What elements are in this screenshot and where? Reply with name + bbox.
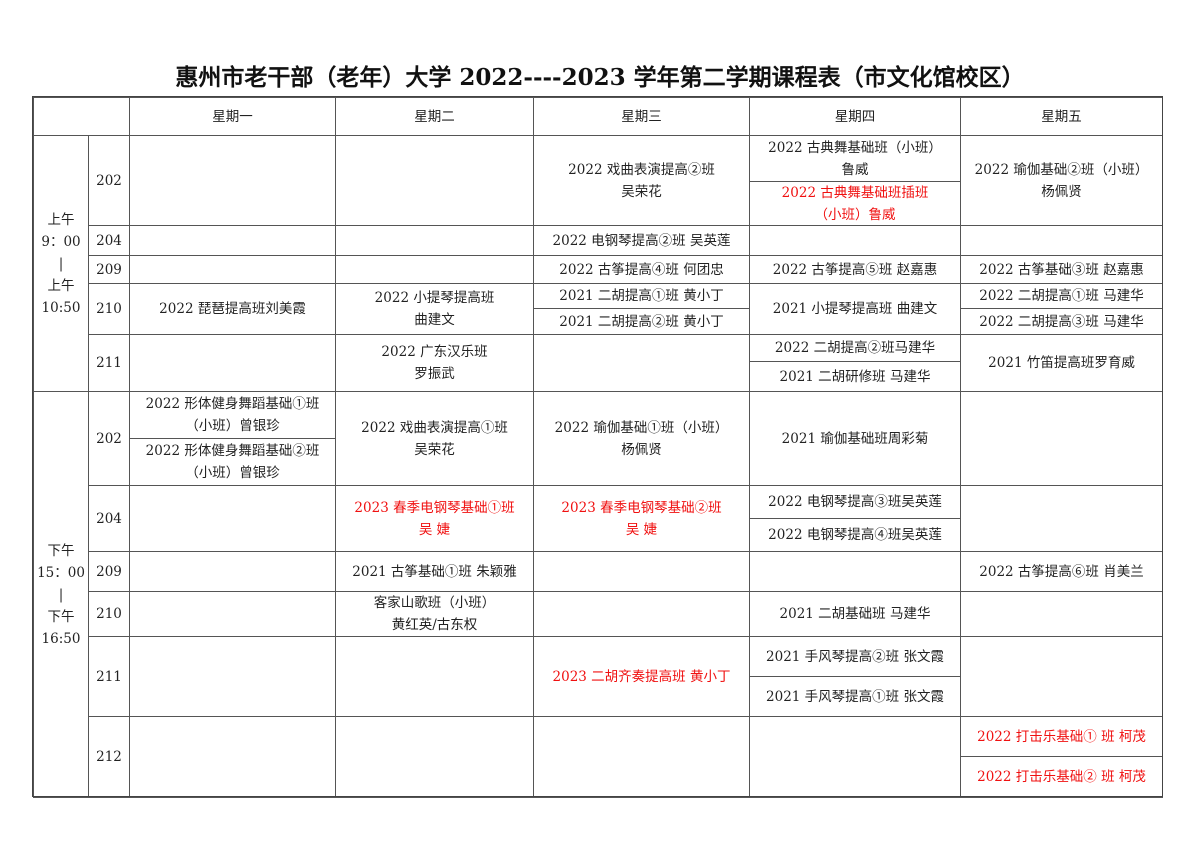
class-cell: 2022 电钢琴提高②班 吴英莲 bbox=[533, 225, 750, 256]
class-cell: 2022 古筝提高④班 何团忠 bbox=[533, 255, 750, 284]
empty-cell bbox=[129, 591, 336, 637]
class-cell: 2021 手风琴提高①班 张文霞 bbox=[749, 676, 961, 717]
day-header: 星期四 bbox=[749, 97, 961, 136]
class-cell: 2022 二胡提高②班马建华 bbox=[749, 334, 961, 362]
class-cell: 2022 戏曲表演提高②班 吴荣花 bbox=[533, 135, 750, 226]
class-cell: 2022 瑜伽基础②班（小班） 杨佩贤 bbox=[960, 135, 1163, 226]
class-cell: 2021 古筝基础①班 朱颖雅 bbox=[335, 551, 534, 592]
empty-cell bbox=[960, 636, 1163, 717]
class-cell: 2023 春季电钢琴基础②班 吴 婕 bbox=[533, 485, 750, 552]
empty-cell bbox=[335, 225, 534, 256]
empty-cell bbox=[749, 225, 961, 256]
day-header: 星期三 bbox=[533, 97, 750, 136]
class-cell: 客家山歌班（小班） 黄红英/古东权 bbox=[335, 591, 534, 637]
class-cell: 2022 瑜伽基础①班（小班） 杨佩贤 bbox=[533, 391, 750, 486]
empty-cell bbox=[960, 225, 1163, 256]
empty-cell bbox=[533, 716, 750, 798]
empty-cell bbox=[129, 716, 336, 798]
empty-cell bbox=[533, 591, 750, 637]
empty-cell bbox=[129, 551, 336, 592]
class-cell: 2023 春季电钢琴基础①班 吴 婕 bbox=[335, 485, 534, 552]
class-cell: 2022 形体健身舞蹈基础①班 （小班）曾银珍 bbox=[129, 391, 336, 439]
class-cell: 2021 二胡提高①班 黄小丁 bbox=[533, 283, 750, 309]
class-cell: 2021 二胡研修班 马建华 bbox=[749, 361, 961, 392]
empty-cell bbox=[533, 551, 750, 592]
class-cell: 2021 二胡基础班 马建华 bbox=[749, 591, 961, 637]
empty-cell bbox=[335, 255, 534, 284]
empty-cell bbox=[129, 135, 336, 226]
time-slot-afternoon: 下午 15：00 | 下午 16:50 bbox=[33, 391, 89, 798]
class-cell: 2021 二胡提高②班 黄小丁 bbox=[533, 308, 750, 335]
class-cell: 2021 手风琴提高②班 张文霞 bbox=[749, 636, 961, 677]
empty-cell bbox=[960, 391, 1163, 486]
empty-cell bbox=[533, 334, 750, 392]
empty-cell bbox=[129, 636, 336, 717]
empty-cell bbox=[960, 485, 1163, 552]
day-header: 星期五 bbox=[960, 97, 1163, 136]
room-label: 211 bbox=[88, 636, 130, 717]
header-corner bbox=[33, 97, 130, 136]
class-cell: 2022 古筝基础③班 赵嘉惠 bbox=[960, 255, 1163, 284]
empty-cell bbox=[335, 636, 534, 717]
empty-cell bbox=[749, 551, 961, 592]
room-label: 212 bbox=[88, 716, 130, 798]
day-header: 星期二 bbox=[335, 97, 534, 136]
class-cell: 2022 古典舞基础班插班 （小班）鲁威 bbox=[749, 181, 961, 226]
page-title: 惠州市老干部（老年）大学 2022----2023 学年第二学期课程表（市文化馆… bbox=[175, 64, 1025, 91]
day-header: 星期一 bbox=[129, 97, 336, 136]
empty-cell bbox=[129, 225, 336, 256]
class-cell: 2022 广东汉乐班 罗振武 bbox=[335, 334, 534, 392]
class-cell: 2021 小提琴提高班 曲建文 bbox=[749, 283, 961, 335]
class-cell: 2021 瑜伽基础班周彩菊 bbox=[749, 391, 961, 486]
class-cell: 2022 古筝提高⑤班 赵嘉惠 bbox=[749, 255, 961, 284]
room-label: 211 bbox=[88, 334, 130, 392]
room-label: 204 bbox=[88, 225, 130, 256]
class-cell: 2022 二胡提高③班 马建华 bbox=[960, 308, 1163, 335]
empty-cell bbox=[960, 591, 1163, 637]
room-label: 202 bbox=[88, 135, 130, 226]
class-cell: 2022 二胡提高①班 马建华 bbox=[960, 283, 1163, 309]
class-cell: 2022 电钢琴提高③班吴英莲 bbox=[749, 485, 961, 519]
class-cell: 2022 戏曲表演提高①班 吴荣花 bbox=[335, 391, 534, 486]
class-cell: 2022 琵琶提高班刘美霞 bbox=[129, 283, 336, 335]
class-cell: 2023 二胡齐奏提高班 黄小丁 bbox=[533, 636, 750, 717]
class-cell: 2022 形体健身舞蹈基础②班 （小班）曾银珍 bbox=[129, 438, 336, 486]
class-cell: 2022 古典舞基础班（小班） 鲁威 bbox=[749, 135, 961, 182]
class-cell: 2021 竹笛提高班罗育威 bbox=[960, 334, 1163, 392]
room-label: 210 bbox=[88, 591, 130, 637]
room-label: 204 bbox=[88, 485, 130, 552]
class-cell: 2022 小提琴提高班 曲建文 bbox=[335, 283, 534, 335]
room-label: 209 bbox=[88, 551, 130, 592]
empty-cell bbox=[129, 485, 336, 552]
empty-cell bbox=[749, 716, 961, 798]
empty-cell bbox=[335, 135, 534, 226]
empty-cell bbox=[129, 334, 336, 392]
room-label: 209 bbox=[88, 255, 130, 284]
class-cell: 2022 古筝提高⑥班 肖美兰 bbox=[960, 551, 1163, 592]
class-cell: 2022 打击乐基础① 班 柯茂 bbox=[960, 716, 1163, 757]
class-cell: 2022 打击乐基础② 班 柯茂 bbox=[960, 756, 1163, 798]
room-label: 202 bbox=[88, 391, 130, 486]
time-slot-morning: 上午 9：00 | 上午 10:50 bbox=[33, 135, 89, 392]
empty-cell bbox=[335, 716, 534, 798]
room-label: 210 bbox=[88, 283, 130, 335]
class-cell: 2022 电钢琴提高④班吴英莲 bbox=[749, 518, 961, 552]
empty-cell bbox=[129, 255, 336, 284]
